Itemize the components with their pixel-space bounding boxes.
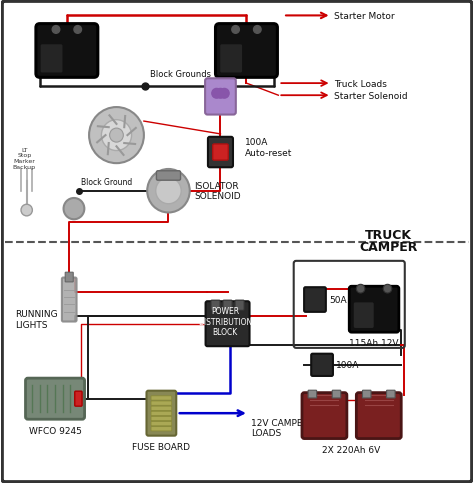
FancyBboxPatch shape (356, 393, 401, 439)
Circle shape (89, 108, 144, 164)
FancyBboxPatch shape (41, 45, 63, 74)
FancyBboxPatch shape (208, 137, 233, 168)
Circle shape (383, 285, 392, 293)
FancyBboxPatch shape (206, 302, 249, 347)
Circle shape (232, 27, 239, 34)
Circle shape (356, 285, 365, 293)
FancyBboxPatch shape (216, 25, 277, 78)
Text: Block Grounds: Block Grounds (150, 70, 211, 79)
Text: 115Ah 12V: 115Ah 12V (349, 339, 399, 348)
Circle shape (101, 121, 132, 151)
FancyBboxPatch shape (151, 396, 172, 400)
FancyBboxPatch shape (62, 278, 76, 322)
Text: 2X 220Ah 6V: 2X 220Ah 6V (322, 445, 381, 454)
FancyBboxPatch shape (302, 393, 347, 439)
FancyBboxPatch shape (36, 25, 98, 78)
FancyBboxPatch shape (332, 391, 341, 398)
Circle shape (21, 205, 32, 216)
Text: LT
Stop
Marker
Backup: LT Stop Marker Backup (13, 147, 36, 169)
FancyBboxPatch shape (308, 391, 317, 398)
Text: 50A: 50A (329, 295, 347, 304)
Circle shape (74, 27, 82, 34)
FancyBboxPatch shape (151, 401, 172, 406)
FancyBboxPatch shape (304, 287, 326, 312)
Circle shape (212, 89, 221, 99)
Circle shape (156, 178, 181, 204)
Text: CAMPER: CAMPER (359, 241, 418, 253)
Text: RUNNING
LIGHTS: RUNNING LIGHTS (15, 310, 57, 329)
FancyBboxPatch shape (151, 406, 172, 410)
Circle shape (254, 27, 261, 34)
Text: TRUCK: TRUCK (365, 228, 412, 241)
FancyBboxPatch shape (151, 422, 172, 426)
FancyBboxPatch shape (26, 378, 84, 419)
FancyBboxPatch shape (146, 391, 176, 436)
Circle shape (64, 198, 84, 220)
Text: 100A
Auto-reset: 100A Auto-reset (245, 138, 292, 158)
FancyBboxPatch shape (151, 411, 172, 416)
FancyBboxPatch shape (311, 354, 333, 376)
Text: Starter Motor: Starter Motor (334, 12, 394, 21)
FancyBboxPatch shape (354, 303, 374, 328)
Text: FUSE BOARD: FUSE BOARD (132, 442, 191, 452)
Text: Block Ground: Block Ground (81, 178, 132, 186)
FancyBboxPatch shape (211, 301, 220, 311)
FancyBboxPatch shape (235, 301, 244, 311)
FancyBboxPatch shape (156, 171, 181, 181)
FancyBboxPatch shape (220, 45, 242, 74)
FancyBboxPatch shape (223, 301, 232, 311)
FancyBboxPatch shape (151, 417, 172, 421)
Circle shape (147, 169, 190, 213)
Circle shape (219, 89, 229, 99)
Text: POWER
DISTRIBUTION
BLOCK: POWER DISTRIBUTION BLOCK (198, 307, 252, 336)
Text: ISOLATOR
SOLENOID: ISOLATOR SOLENOID (194, 182, 241, 201)
Text: WFCO 9245: WFCO 9245 (28, 425, 82, 435)
Text: Truck Loads: Truck Loads (334, 79, 387, 89)
FancyBboxPatch shape (151, 427, 172, 431)
FancyBboxPatch shape (213, 145, 228, 161)
FancyBboxPatch shape (205, 79, 236, 115)
FancyBboxPatch shape (387, 391, 395, 398)
Text: 100A: 100A (336, 361, 360, 370)
Text: 12V CAMPER
LOADS: 12V CAMPER LOADS (251, 418, 309, 438)
Circle shape (52, 27, 60, 34)
Circle shape (109, 129, 123, 143)
FancyBboxPatch shape (65, 272, 73, 282)
Text: Starter Solenoid: Starter Solenoid (334, 91, 408, 101)
FancyBboxPatch shape (75, 392, 82, 407)
FancyBboxPatch shape (349, 287, 399, 333)
FancyBboxPatch shape (363, 391, 371, 398)
Circle shape (216, 89, 225, 99)
